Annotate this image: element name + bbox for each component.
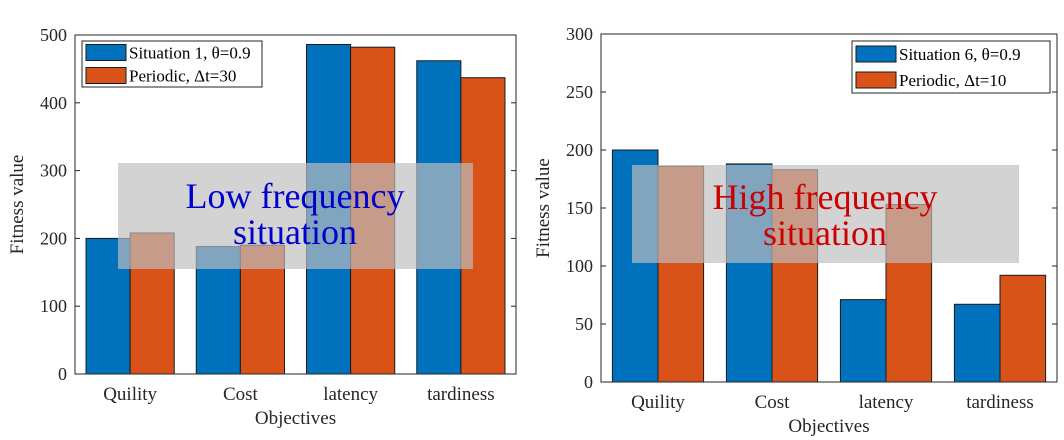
legend-entry: Situation 1, θ=0.9 <box>129 44 251 63</box>
annotation-text: Low frequency <box>186 176 405 216</box>
y-tick-label: 150 <box>566 198 593 218</box>
bar-situation-6-tardiness <box>953 303 1001 383</box>
y-tick-label: 0 <box>584 372 593 392</box>
x-axis-label: Objectives <box>255 408 336 429</box>
legend-swatch <box>85 67 127 84</box>
legend: Situation 1, θ=0.9 Periodic, Δt=30 <box>81 40 263 88</box>
annotation-box <box>632 165 1019 263</box>
legend: Situation 6, θ=0.9 Periodic, Δt=10 <box>851 40 1051 94</box>
y-axis-label: Fitness value <box>7 155 28 255</box>
chart-1: 0 100 200 300 400 500 Quility Cost latency tardin… <box>7 25 517 429</box>
legend-entry: Periodic, Δt=30 <box>129 67 236 86</box>
x-tick-label: tardiness <box>966 392 1034 413</box>
x-tick-label: Cost <box>755 392 791 413</box>
bar-situation-6-latency <box>839 299 887 383</box>
x-tick-label: Cost <box>223 384 259 405</box>
x-tick-label: Quility <box>631 392 685 413</box>
y-tick-label: 100 <box>40 296 67 316</box>
y-tick-label: 300 <box>566 24 593 44</box>
y-tick-label: 0 <box>58 364 67 384</box>
annotation-text: High frequency <box>713 177 938 217</box>
bar-periodic-tardiness <box>999 274 1047 383</box>
x-tick-label: latency <box>323 384 378 405</box>
y-tick-label: 200 <box>40 228 67 248</box>
legend-entry: Situation 6, θ=0.9 <box>899 45 1021 64</box>
y-tick-label: 400 <box>40 93 67 113</box>
annotation-text: situation <box>763 213 887 253</box>
legend-swatch <box>855 45 897 63</box>
legend-swatch <box>855 71 897 89</box>
y-tick-label: 100 <box>566 256 593 276</box>
y-axis-label: Fitness value <box>533 158 554 258</box>
legend-entry: Periodic, Δt=10 <box>899 71 1006 90</box>
y-tick-label: 500 <box>40 25 67 45</box>
y-tick-label: 300 <box>40 161 67 181</box>
y-tick-label: 50 <box>575 314 593 334</box>
y-tick-label: 250 <box>566 82 593 102</box>
y-tick-label: 200 <box>566 140 593 160</box>
x-tick-label: latency <box>859 392 914 413</box>
legend-swatch <box>85 44 127 61</box>
x-tick-label: tardiness <box>427 384 495 405</box>
annotation-box <box>118 163 473 269</box>
annotation-text: situation <box>233 212 357 252</box>
x-axis-label: Objectives <box>788 416 869 437</box>
axes-frame <box>74 34 517 375</box>
chart-2: 0 50 100 150 200 250 300 Quility Cost latency tard… <box>533 24 1058 437</box>
x-tick-label: Quility <box>103 384 157 405</box>
